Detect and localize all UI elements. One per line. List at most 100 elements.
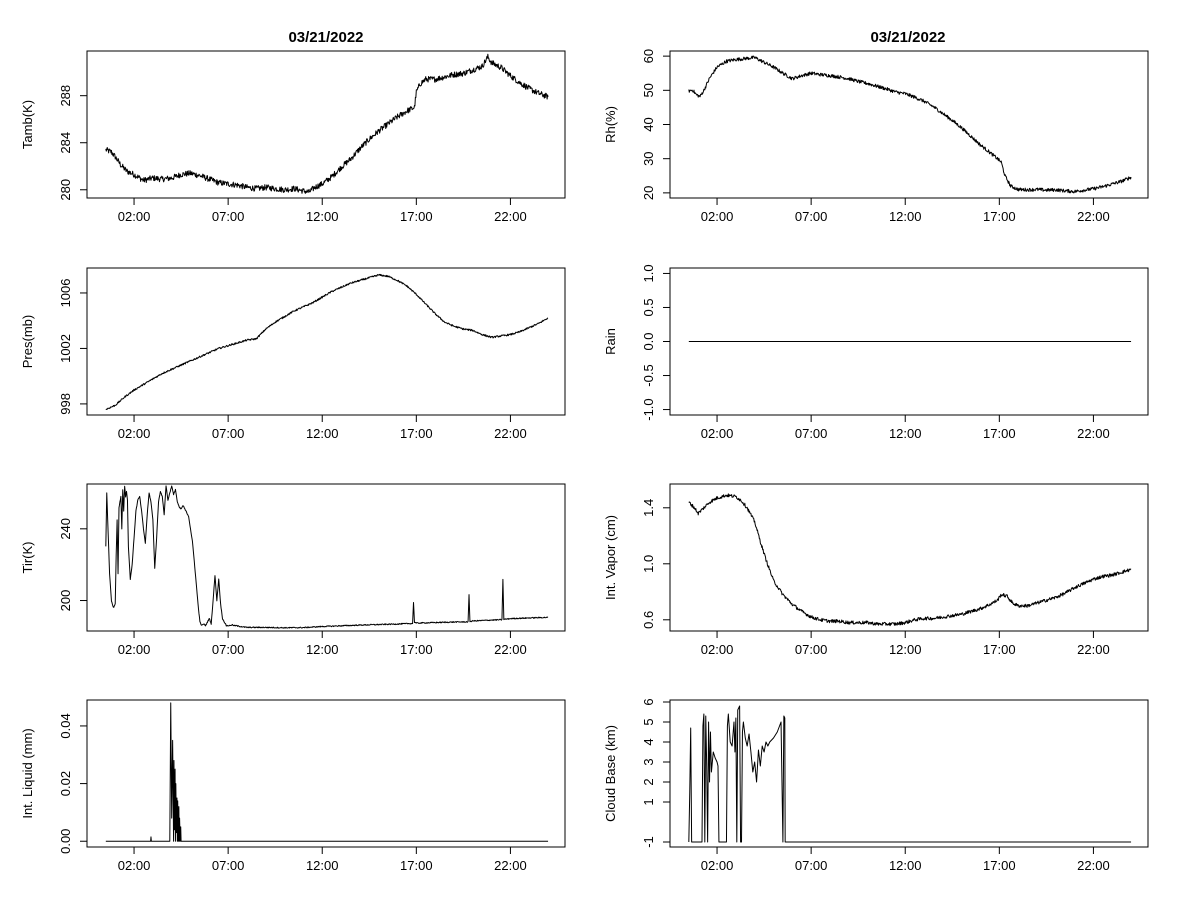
rh-panel: 02:00 07:00 12:00 17:00 22:00 20 30 40 50 60 Rh(%) [603,49,1149,224]
cloudbase-y-tick-label: 5 [641,718,656,725]
liquid-x-axis: 02:00 07:00 12:00 17:00 22:00 [118,846,527,873]
tir-x-tick-label: 12:00 [306,642,339,657]
rain-y-axis-title: Rain [603,328,618,355]
rh-series-line [688,55,1132,194]
pres-x-axis: 02:00 07:00 12:00 17:00 22:00 [118,414,527,441]
rh-y-tick-label: 60 [641,49,656,63]
cloudbase-panel: 02:00 07:00 12:00 17:00 22:00 -1 1 2 3 4 5 6 Cloud B… [603,698,1149,873]
tir-x-tick-label: 02:00 [118,642,151,657]
cloudbase-y-axis: -1 1 2 3 4 5 6 [641,698,671,848]
rain-y-tick-label: 0.5 [641,298,656,316]
cloudbase-y-axis-title: Cloud Base (km) [603,725,618,822]
vapor-x-tick-label: 02:00 [701,642,734,657]
tamb-x-axis: 02:00 07:00 12:00 17:00 22:00 [118,197,527,224]
tir-x-tick-label: 07:00 [212,642,245,657]
rain-x-tick-label: 22:00 [1077,426,1110,441]
rh-x-tick-label: 22:00 [1077,209,1110,224]
vapor-y-axis: 0.6 1.0 1.4 [641,499,671,629]
rain-x-tick-label: 02:00 [701,426,734,441]
pres-series-line [105,273,549,410]
vapor-x-tick-label: 12:00 [889,642,922,657]
rh-x-tick-label: 17:00 [983,209,1016,224]
rain-x-tick-label: 12:00 [889,426,922,441]
vapor-y-tick-label: 1.4 [641,499,656,517]
tamb-panel: 02:00 07:00 12:00 17:00 22:00 280 284 288 Tamb(K… [20,50,566,224]
tir-y-axis-title: Tir(K) [20,541,35,573]
rh-y-tick-label: 50 [641,83,656,97]
rain-panel: 02:00 07:00 12:00 17:00 22:00 -1.0 -0.5 0.0 0.5 1… [603,264,1149,441]
liquid-y-tick-label: 0.02 [58,771,73,796]
pres-x-tick-label: 02:00 [118,426,151,441]
cloudbase-x-tick-label: 22:00 [1077,858,1110,873]
vapor-series-line [688,493,1132,627]
rain-y-tick-label: -0.5 [641,364,656,386]
tamb-x-tick-label: 22:00 [494,209,527,224]
tamb-y-axis-title: Tamb(K) [20,100,35,149]
vapor-x-tick-label: 17:00 [983,642,1016,657]
liquid-panel: 02:00 07:00 12:00 17:00 22:00 0.00 0.02 0.04 Int… [20,699,566,873]
tir-panel: 02:00 07:00 12:00 17:00 22:00 200 240 Tir(K) [20,483,566,657]
rain-y-axis: -1.0 -0.5 0.0 0.5 1.0 [641,264,671,421]
rain-y-tick-label: 1.0 [641,264,656,282]
left-column-title: 03/21/2022 [288,29,363,46]
rh-x-axis: 02:00 07:00 12:00 17:00 22:00 [701,197,1110,224]
tamb-x-tick-label: 17:00 [400,209,433,224]
liquid-x-tick-label: 22:00 [494,858,527,873]
rain-y-tick-label: -1.0 [641,398,656,420]
rh-y-axis: 20 30 40 50 60 [641,49,671,200]
vapor-y-axis-title: Int. Vapor (cm) [603,515,618,600]
vapor-panel: 02:00 07:00 12:00 17:00 22:00 0.6 1.0 1.4 Int. V… [603,483,1149,657]
liquid-series-line [105,702,549,842]
cloudbase-y-tick-label: -1 [641,836,656,848]
rh-x-tick-label: 02:00 [701,209,734,224]
tamb-x-tick-label: 02:00 [118,209,151,224]
cloudbase-x-tick-label: 17:00 [983,858,1016,873]
pres-panel: 02:00 07:00 12:00 17:00 22:00 998 1002 1006 Pres… [20,267,566,441]
liquid-x-tick-label: 12:00 [306,858,339,873]
cloudbase-series-line [688,705,1132,843]
rh-y-axis-title: Rh(%) [603,106,618,143]
rain-x-axis: 02:00 07:00 12:00 17:00 22:00 [701,414,1110,441]
liquid-y-tick-label: 0.04 [58,713,73,738]
cloudbase-y-tick-label: 6 [641,698,656,705]
tir-y-tick-label: 240 [58,518,73,540]
cloudbase-y-tick-label: 2 [641,778,656,785]
tamb-y-tick-label: 288 [58,85,73,107]
pres-x-tick-label: 12:00 [306,426,339,441]
liquid-x-tick-label: 17:00 [400,858,433,873]
liquid-y-tick-label: 0.00 [58,829,73,854]
tamb-y-tick-label: 284 [58,132,73,154]
vapor-x-tick-label: 07:00 [795,642,828,657]
cloudbase-y-tick-label: 1 [641,798,656,805]
rh-x-tick-label: 07:00 [795,209,828,224]
rain-x-tick-label: 17:00 [983,426,1016,441]
cloudbase-y-tick-label: 3 [641,758,656,765]
tir-y-axis: 200 240 [58,518,88,611]
pres-y-tick-label: 998 [58,393,73,415]
cloudbase-y-tick-label: 4 [641,738,656,745]
vapor-x-tick-label: 22:00 [1077,642,1110,657]
vapor-y-tick-label: 0.6 [641,611,656,629]
pres-x-tick-label: 22:00 [494,426,527,441]
pres-y-axis-title: Pres(mb) [20,315,35,368]
liquid-x-tick-label: 07:00 [212,858,245,873]
tir-x-axis: 02:00 07:00 12:00 17:00 22:00 [118,630,527,657]
tamb-y-tick-label: 280 [58,179,73,201]
liquid-x-tick-label: 02:00 [118,858,151,873]
liquid-y-axis: 0.00 0.02 0.04 [58,713,88,854]
tamb-series-line [105,53,549,194]
tir-x-tick-label: 17:00 [400,642,433,657]
rain-x-tick-label: 07:00 [795,426,828,441]
rh-y-tick-label: 30 [641,151,656,165]
cloudbase-x-tick-label: 07:00 [795,858,828,873]
rh-y-tick-label: 40 [641,117,656,131]
pres-x-tick-label: 07:00 [212,426,245,441]
rh-x-tick-label: 12:00 [889,209,922,224]
vapor-x-axis: 02:00 07:00 12:00 17:00 22:00 [701,630,1110,657]
plot-panels: 02:00 07:00 12:00 17:00 22:00 280 284 288 Tamb(K… [20,49,1149,873]
liquid-y-axis-title: Int. Liquid (mm) [20,728,35,818]
tir-series-line [105,485,549,629]
tamb-y-axis: 280 284 288 [58,85,88,201]
